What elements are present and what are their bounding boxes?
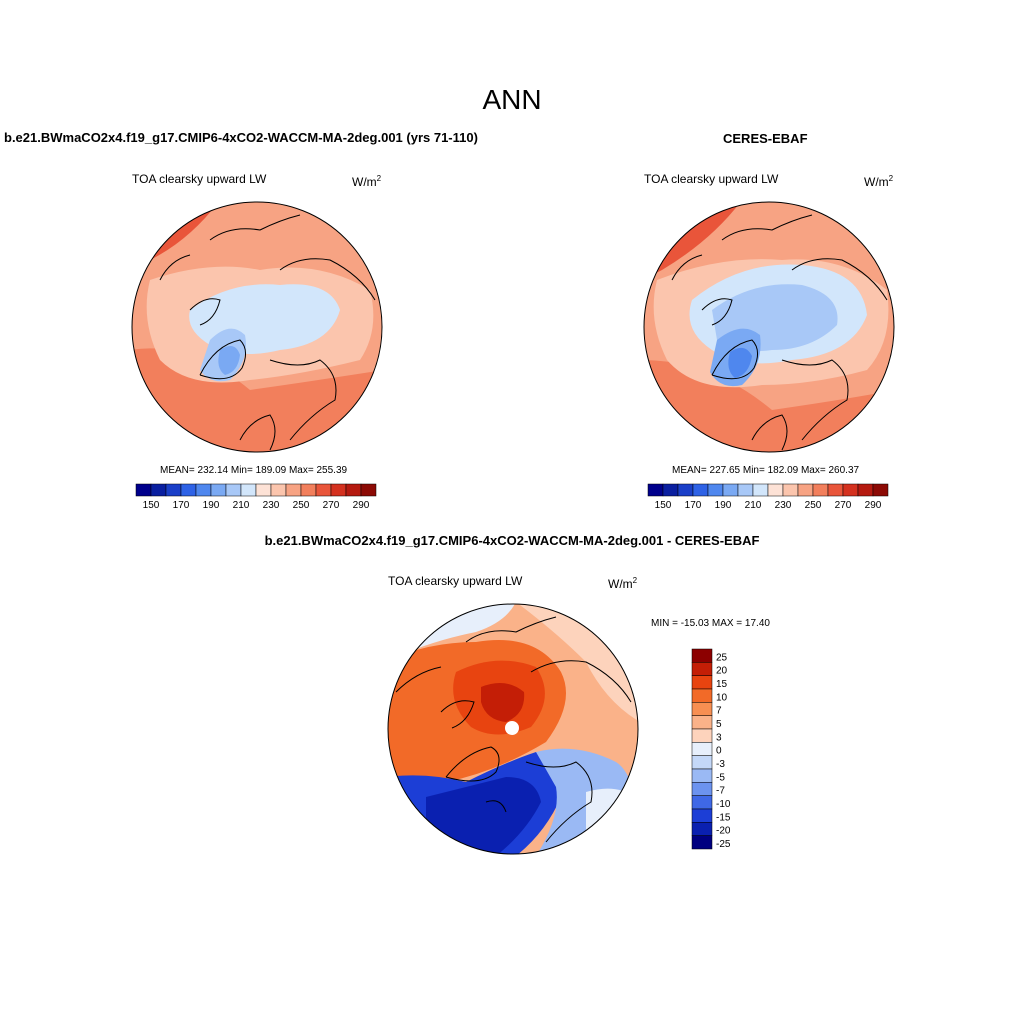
- panel-2-colorbar-box: [812, 483, 829, 497]
- panel-3-colorbar-box: [691, 662, 713, 676]
- panel-2-colorbar-tick-label: 210: [745, 500, 762, 511]
- panel-1-colorbar-box: [180, 483, 197, 497]
- panel-2-polar-map: [643, 201, 895, 453]
- panel-3-colorbar-tick-label: -10: [716, 799, 731, 810]
- panel-3-colorbar-box: [691, 728, 713, 743]
- panel-3-colorbar-box: [691, 808, 713, 823]
- panel-2-colorbar-box: [827, 483, 844, 497]
- panel-1-colorbar-box: [330, 483, 347, 497]
- panel-1-polar-map: [131, 201, 383, 453]
- panel-2-colorbar-tick-label: 150: [655, 500, 672, 511]
- panel-3-units: W/m2: [608, 576, 638, 591]
- panel-3-colorbar-box: [691, 648, 713, 663]
- panel-2-title: CERES-EBAF: [723, 131, 808, 146]
- panel-3-stats: MIN = -15.03 MAX = 17.40: [651, 618, 770, 629]
- panel-3-colorbar-tick-label: -15: [716, 812, 731, 823]
- panel-1-stats: MEAN= 232.14 Min= 189.09 Max= 255.39: [160, 465, 348, 476]
- panel-2-stats: MEAN= 227.65 Min= 182.09 Max= 260.37: [672, 465, 860, 476]
- panel-2-colorbar-box: [782, 483, 799, 497]
- panel-3-colorbar-box: [691, 768, 713, 783]
- panel-1-colorbar-tick-label: 290: [353, 500, 370, 511]
- panel-3-colorbar-box: [691, 675, 713, 690]
- panel-1-units: W/m2: [352, 174, 382, 189]
- panel-3-title: b.e21.BWmaCO2x4.f19_g17.CMIP6-4xCO2-WACC…: [264, 533, 760, 548]
- panel-3-colorbar-tick-label: 10: [716, 692, 728, 703]
- panel-3-colorbar-box: [691, 688, 713, 703]
- panel-2-units: W/m2: [864, 174, 894, 189]
- panel-3-colorbar-tick-label: -5: [716, 772, 725, 783]
- panel-1-colorbar-box: [345, 483, 362, 497]
- panel-1-colorbar-tick-label: 270: [323, 500, 340, 511]
- panel-1-variable: TOA clearsky upward LW: [132, 172, 267, 186]
- panel-1-colorbar-box: [165, 483, 182, 497]
- panel-3-colorbar-box: [691, 795, 713, 810]
- panel-3-colorbar-tick-label: -25: [716, 839, 731, 850]
- panel-3-polar-map: [387, 603, 639, 855]
- panel-3-colorbar-box: [691, 742, 713, 756]
- panel-3-colorbar-tick-label: -20: [716, 826, 731, 837]
- panel-2-colorbar-box: [707, 483, 724, 497]
- panel-1-colorbar-box: [360, 483, 377, 497]
- panel-2-variable: TOA clearsky upward LW: [644, 172, 779, 186]
- panel-1-colorbar: 150 170 190 210 230 250 270 290: [135, 483, 377, 511]
- panel-1-colorbar-tick-label: 250: [293, 500, 310, 511]
- panel-2-colorbar-box: [842, 483, 859, 497]
- panel-2-colorbar-box: [662, 483, 679, 497]
- panel-3-colorbar-tick-label: 3: [716, 732, 722, 743]
- panel-2-colorbar-tick-label: 290: [865, 500, 882, 511]
- panel-1-colorbar-box: [150, 483, 167, 497]
- panel-1-colorbar-box: [195, 483, 212, 497]
- panel-2-colorbar-tick-label: 270: [835, 500, 852, 511]
- panel-3-colorbar-tick-label: 5: [716, 719, 722, 730]
- panel-1-colorbar-tick-label: 230: [263, 500, 280, 511]
- panel-1-colorbar-box: [270, 483, 287, 497]
- panel-3-colorbar-tick-label: 15: [716, 679, 728, 690]
- panel-2-colorbar-box: [647, 483, 664, 497]
- panel-1-colorbar-box: [225, 483, 242, 497]
- page-title: ANN: [482, 84, 542, 115]
- panel-3-colorbar-box: [691, 782, 713, 796]
- panel-3-variable: TOA clearsky upward LW: [388, 574, 523, 588]
- panel-2-colorbar-box: [857, 483, 874, 497]
- panel-2-colorbar-box: [797, 483, 814, 497]
- panel-1-colorbar-box: [135, 483, 152, 497]
- panel-1-colorbar-box: [315, 483, 332, 497]
- panel-1-colorbar-tick-label: 150: [143, 500, 160, 511]
- panel-2-colorbar-box: [677, 483, 694, 497]
- panel-2-colorbar-tick-label: 230: [775, 500, 792, 511]
- panel-3-colorbar-tick-label: -3: [716, 759, 725, 770]
- panel-3-colorbar-tick-label: 20: [716, 666, 728, 677]
- panel-2-colorbar-box: [752, 483, 769, 497]
- panel-3-colorbar-box: [691, 715, 713, 730]
- panel-3-colorbar-tick-label: -7: [716, 786, 725, 797]
- panel-2-colorbar-tick-label: 170: [685, 500, 702, 511]
- panel-3-colorbar-tick-label: 7: [716, 706, 722, 717]
- panel-1-colorbar-box: [300, 483, 317, 497]
- panel-3-colorbar-box: [691, 755, 713, 770]
- panel-3-colorbar-tick-label: 0: [716, 746, 722, 757]
- panel-2-colorbar: 150 170 190 210 230 250 270 290: [647, 483, 889, 511]
- panel-2-colorbar-tick-label: 250: [805, 500, 822, 511]
- panel-2-colorbar-box: [872, 483, 889, 497]
- panel-3-colorbar-box: [691, 822, 713, 836]
- panel-3-colorbar-box: [691, 835, 713, 850]
- panel-1-colorbar-box: [210, 483, 227, 497]
- panel-1-colorbar-box: [240, 483, 257, 497]
- panel-1-title: b.e21.BWmaCO2x4.f19_g17.CMIP6-4xCO2-WACC…: [4, 130, 478, 145]
- panel-2-colorbar-tick-label: 190: [715, 500, 732, 511]
- panel-2-colorbar-box: [737, 483, 754, 497]
- panel-3-colorbar-box: [691, 702, 713, 716]
- panel-1-colorbar-tick-label: 170: [173, 500, 190, 511]
- panel-3-colorbar-tick-label: 25: [716, 652, 728, 663]
- panel-1-colorbar-tick-label: 210: [233, 500, 250, 511]
- panel-1-colorbar-box: [285, 483, 302, 497]
- panel-2-colorbar-box: [767, 483, 784, 497]
- panel-3-colorbar: 25 20 15 10 7 5 3 0 -3 -5 -7 -10 -15 -20 -25: [691, 648, 731, 850]
- panel-2-colorbar-box: [722, 483, 739, 497]
- panel-1-colorbar-tick-label: 190: [203, 500, 220, 511]
- panel-1-colorbar-box: [255, 483, 272, 497]
- panel-2-colorbar-box: [692, 483, 709, 497]
